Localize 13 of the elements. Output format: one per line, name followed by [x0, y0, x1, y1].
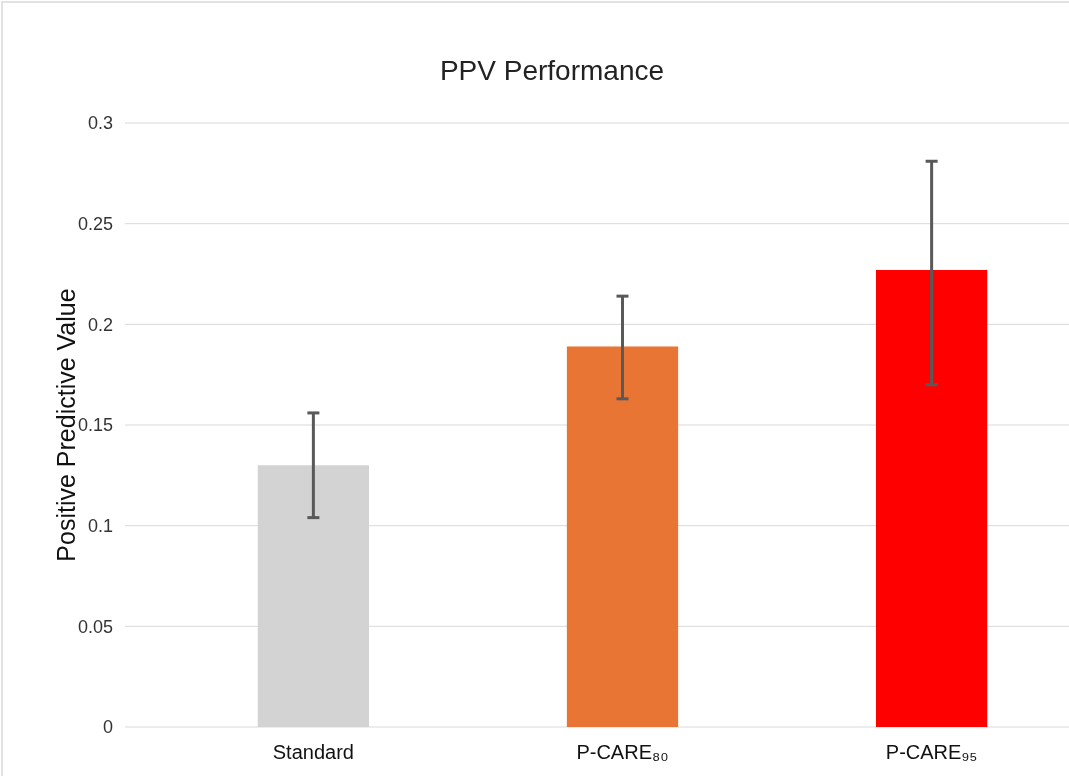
y-tick-label: 0 [102, 717, 113, 738]
y-tick-label: 0.05 [77, 616, 113, 637]
y-tick-label: 0.3 [87, 113, 113, 134]
x-tick-label: Standard [272, 741, 354, 763]
bar [566, 346, 679, 727]
y-tick-label: 0.2 [87, 314, 113, 335]
bar [875, 269, 988, 727]
x-tick-label: P-CARE₉₅ [885, 741, 978, 763]
chart-title: PPV Performance [439, 55, 665, 86]
x-tick-label: P-CARE₈₀ [576, 741, 669, 763]
y-tick-label: 0.15 [77, 415, 113, 436]
y-tick-label: 0.25 [77, 213, 113, 234]
y-tick-label: 0.1 [87, 515, 113, 536]
